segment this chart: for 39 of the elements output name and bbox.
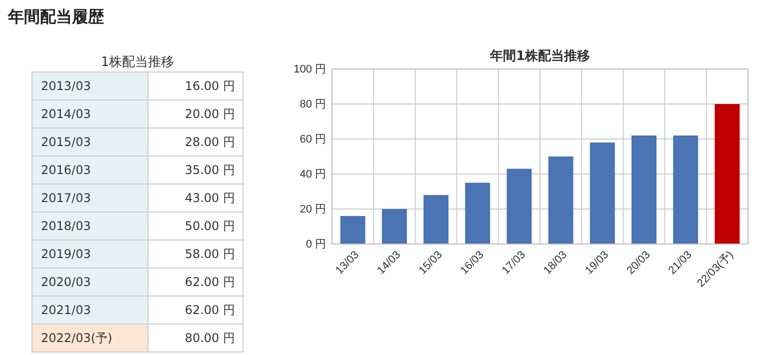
category-label: 2016/03	[41, 163, 91, 177]
y-tick-label: 20 円	[300, 204, 326, 216]
text: 62.00 円	[184, 303, 235, 317]
bar	[506, 168, 532, 244]
category-label: 2021/03	[41, 303, 91, 317]
text: 1株配当推移	[100, 55, 174, 70]
bar	[340, 216, 366, 244]
chart-title: 年間1株配当推移	[488, 49, 590, 64]
y-tick-label: 100 円	[294, 64, 326, 76]
y-tick-label: 80 円	[300, 98, 326, 111]
category-label: 2020/03	[41, 275, 91, 289]
category-label: 2019/03	[41, 247, 91, 261]
bar	[632, 136, 656, 244]
text: 20.00 円	[184, 107, 235, 121]
bar	[382, 209, 407, 244]
text: 50.00 円	[184, 219, 235, 233]
text: 35.00 円	[184, 163, 235, 177]
y-tick-label: 60 円	[300, 134, 326, 146]
text: 43.00 円	[184, 191, 235, 205]
bar	[548, 156, 574, 244]
text: 年間配当履歴	[7, 7, 104, 26]
category-label: 2022/03(予)	[41, 331, 112, 345]
bar	[590, 142, 615, 244]
category-label: 2017/03	[41, 191, 91, 205]
text: 58.00 円	[184, 247, 235, 261]
bar	[714, 104, 740, 244]
category-label: 2014/03	[41, 107, 91, 121]
text: 28.00 円	[184, 135, 235, 149]
text: 62.00 円	[184, 275, 235, 289]
bar	[424, 195, 448, 244]
bar	[673, 136, 698, 244]
y-tick-label: 40 円	[300, 168, 326, 181]
category-label: 2018/03	[41, 219, 91, 233]
text: 16.00 円	[184, 79, 235, 93]
y-tick-label: 0 円	[306, 238, 326, 251]
text: 80.00 円	[184, 331, 235, 345]
category-label: 2015/03	[41, 135, 91, 149]
bar	[465, 182, 490, 244]
category-label: 2013/03	[41, 79, 91, 93]
